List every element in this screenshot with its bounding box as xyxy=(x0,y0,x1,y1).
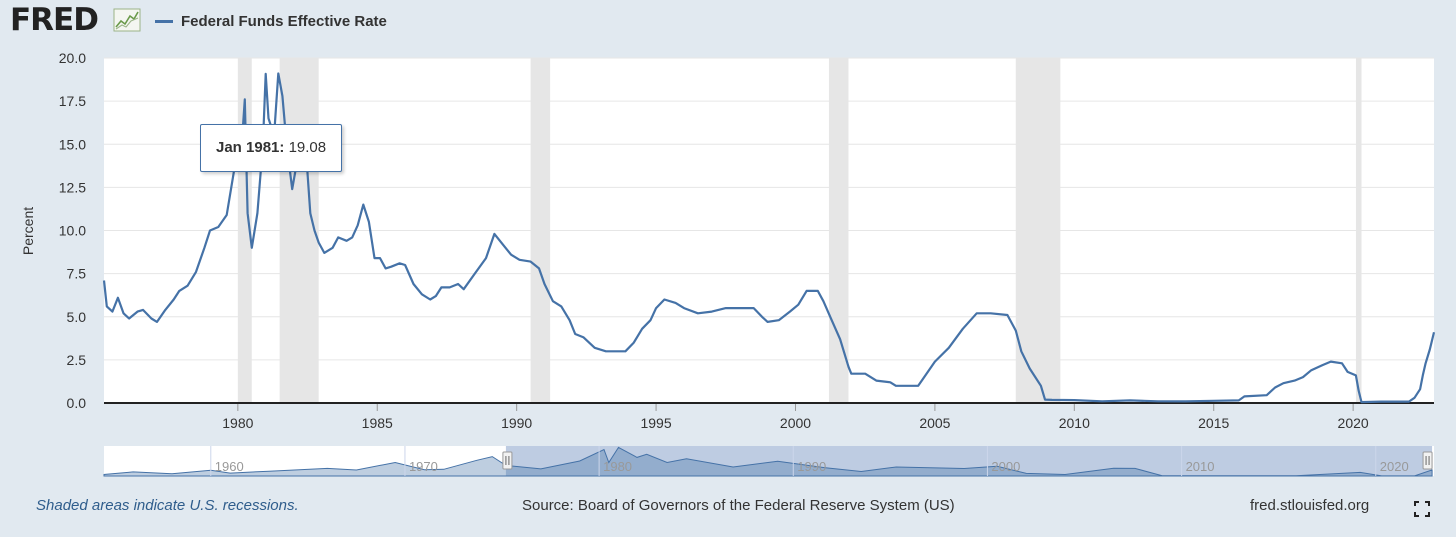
tooltip-value: 19.08 xyxy=(288,139,327,156)
x-tick-label: 1990 xyxy=(501,415,532,431)
y-tick-label: 17.5 xyxy=(59,93,86,109)
navigator-tick-label: 1960 xyxy=(215,459,244,474)
y-tick-label: 7.5 xyxy=(67,266,87,282)
chart-header: FRED Federal Funds Effective Rate xyxy=(0,0,1456,44)
tooltip: Jan 1981: 19.08 xyxy=(200,124,342,172)
recession-note: Shaded areas indicate U.S. recessions. xyxy=(36,497,299,514)
navigator-tick-label: 2020 xyxy=(1380,459,1409,474)
x-tick-label: 2020 xyxy=(1338,415,1369,431)
y-tick-label: 20.0 xyxy=(59,50,86,66)
source-text: Source: Board of Governors of the Federa… xyxy=(522,497,955,514)
x-tick-label: 2015 xyxy=(1198,415,1229,431)
y-tick-label: 15.0 xyxy=(59,136,86,152)
x-tick-label: 1985 xyxy=(362,415,393,431)
legend[interactable]: Federal Funds Effective Rate xyxy=(155,10,387,32)
tooltip-date: Jan 1981: xyxy=(216,139,285,156)
x-tick-label: 2005 xyxy=(919,415,950,431)
x-axis-ticks: 1980 1985 1990 1995 2000 2005 2010 2015 2020 xyxy=(222,403,1369,431)
source-url[interactable]: fred.stlouisfed.org xyxy=(1250,497,1370,514)
y-tick-label: 5.0 xyxy=(67,309,87,325)
y-tick-label: 12.5 xyxy=(59,179,86,195)
x-tick-label: 1995 xyxy=(640,415,671,431)
fullscreen-icon[interactable] xyxy=(1414,501,1430,517)
navigator-area xyxy=(103,446,1433,477)
y-tick-label: 2.5 xyxy=(67,352,87,368)
y-axis-label: Percent xyxy=(20,207,36,255)
navigator-handle-left[interactable] xyxy=(502,451,513,470)
navigator-tick-label: 2000 xyxy=(991,459,1020,474)
navigator-ticks: 1960 1970 1980 1990 2000 2010 2020 xyxy=(210,446,1409,476)
navigator-handle-right[interactable] xyxy=(1422,451,1433,470)
series-line-federal-funds-rate[interactable] xyxy=(102,72,1436,404)
y-tick-label: 10.0 xyxy=(59,223,86,239)
x-tick-label: 2000 xyxy=(780,415,811,431)
y-tick-label: 0.0 xyxy=(67,395,87,411)
legend-label: Federal Funds Effective Rate xyxy=(181,12,387,30)
navigator-tick-label: 1970 xyxy=(409,459,438,474)
navigator[interactable]: 1960 1970 1980 1990 2000 2010 2020 xyxy=(103,446,1434,477)
x-tick-label: 2010 xyxy=(1059,415,1090,431)
chart: 0.02.55.07.510.012.515.017.520.0 1980 198… xyxy=(20,50,1436,477)
navigator-tick-label: 1980 xyxy=(603,459,632,474)
navigator-handle-grip[interactable] xyxy=(1422,451,1433,470)
line-chart-icon xyxy=(113,8,141,32)
navigator-handle-grip[interactable] xyxy=(502,451,513,470)
navigator-tick-label: 2010 xyxy=(1186,459,1215,474)
fred-logo[interactable]: FRED xyxy=(10,2,99,38)
x-tick-label: 1980 xyxy=(222,415,253,431)
y-axis-ticks: 0.0 2.5 5.0 7.5 10.0 12.5 15.0 17.5 20.0 xyxy=(59,50,86,411)
navigator-selection[interactable] xyxy=(505,446,1433,476)
navigator-tick-label: 1990 xyxy=(797,459,826,474)
legend-swatch xyxy=(155,19,173,23)
